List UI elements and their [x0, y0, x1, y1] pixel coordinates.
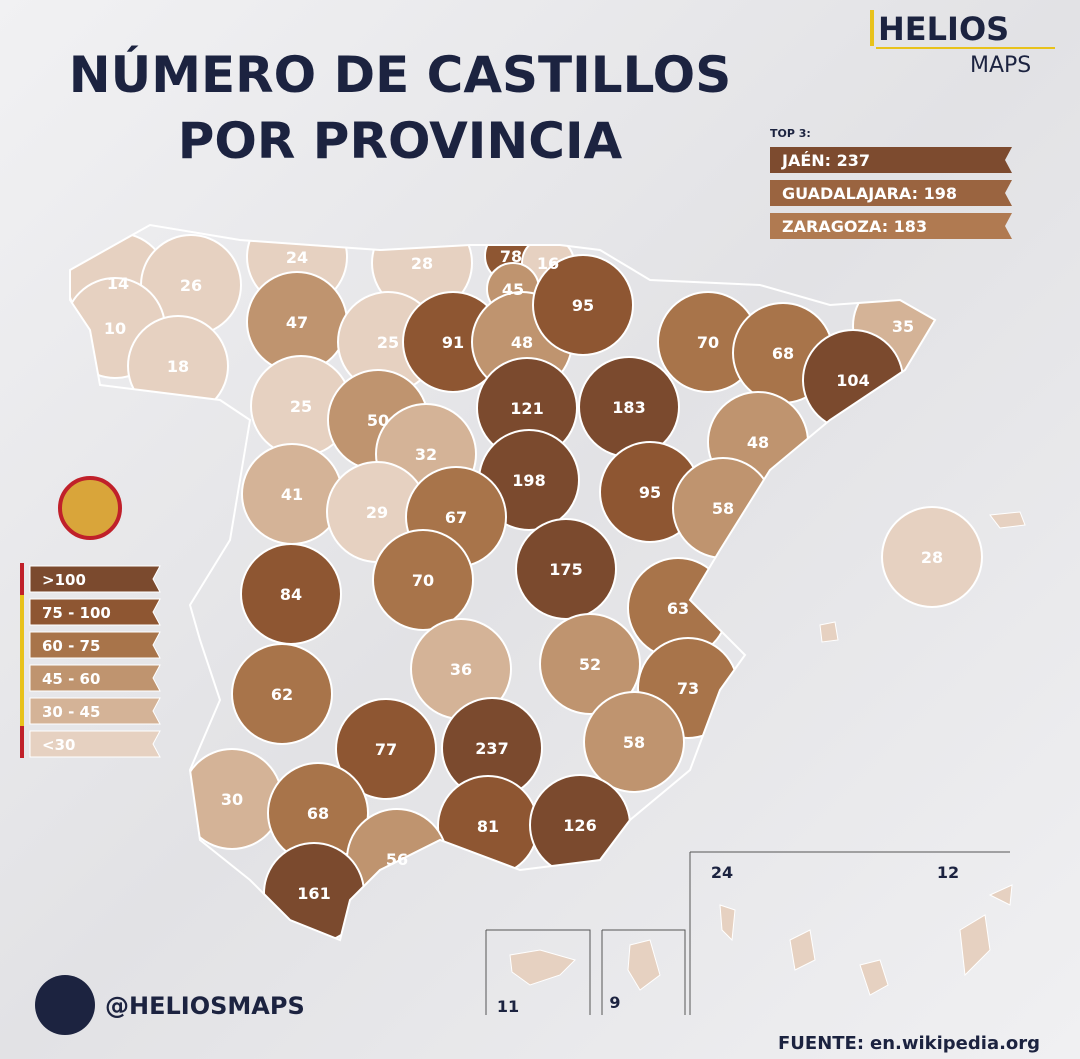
province-value: 14 [107, 274, 129, 293]
brand: HELIOS [878, 10, 1009, 48]
province-value: 68 [307, 804, 329, 823]
province-value: 121 [510, 399, 543, 418]
province-value: 30 [221, 790, 243, 809]
title: POR PROVINCIA [178, 112, 623, 170]
province-value: 45 [502, 280, 524, 299]
province [532, 254, 634, 356]
province-value: 77 [375, 740, 397, 759]
province [583, 691, 685, 793]
province-value: 95 [572, 296, 594, 315]
province-value: 78 [500, 247, 522, 266]
inset-value: 12 [937, 863, 959, 882]
province-value: 84 [280, 585, 302, 604]
province [539, 613, 641, 715]
province-value: 237 [475, 739, 508, 758]
legend-label: >100 [42, 571, 86, 589]
province-value: 28 [411, 254, 433, 273]
province-value: 175 [549, 560, 582, 579]
province-value: 95 [639, 483, 661, 502]
province-value: 63 [667, 599, 689, 618]
legend-label: 60 - 75 [42, 637, 100, 655]
legend-swatch [29, 730, 161, 758]
province-value: 52 [579, 655, 601, 674]
province-value: 48 [511, 333, 533, 352]
top3-item: ZARAGOZA: 183 [782, 217, 927, 236]
coat-of-arms [58, 476, 122, 540]
province-value: 16 [537, 254, 559, 273]
province-value: 47 [286, 313, 308, 332]
legend-label: <30 [42, 736, 75, 754]
province-value: 32 [415, 445, 437, 464]
province-value: 91 [442, 333, 464, 352]
province-value: 50 [367, 411, 389, 430]
inset-frames [485, 851, 1010, 1015]
legend-swatch [29, 697, 161, 725]
legend-swatch [29, 598, 161, 626]
province [881, 506, 983, 608]
top3-banner [770, 147, 1012, 173]
province-value: 29 [366, 503, 388, 522]
inset-value: 9 [609, 993, 620, 1012]
province [231, 643, 333, 745]
province-value: 126 [563, 816, 596, 835]
province-value: 198 [512, 471, 545, 490]
province-value: 18 [167, 357, 189, 376]
province-value: 24 [286, 248, 308, 267]
province-value: 104 [836, 371, 869, 390]
compass-logo [35, 975, 95, 1035]
province-value: 58 [623, 733, 645, 752]
flag-strip [20, 726, 24, 758]
brand-sub: MAPS [970, 53, 1031, 78]
source: en.wikipedia.org [870, 1033, 1040, 1054]
top3-item: GUADALAJARA: 198 [782, 184, 957, 203]
province-value: 35 [892, 317, 914, 336]
province-value: 70 [412, 571, 434, 590]
title: NÚMERO DE CASTILLOS [69, 45, 731, 104]
top3-banner [770, 180, 1012, 206]
province-value: 183 [612, 398, 645, 417]
legend-label: 30 - 45 [42, 703, 100, 721]
province-value: 28 [921, 548, 943, 567]
top3-banner [770, 213, 1012, 239]
legend-label: 75 - 100 [42, 604, 111, 622]
province [335, 698, 437, 800]
legend-label: 45 - 60 [42, 670, 100, 688]
province-value: 67 [445, 508, 467, 527]
flag-strip [20, 563, 24, 758]
province-value: 81 [477, 817, 499, 836]
province-value: 73 [677, 679, 699, 698]
handle: @HELIOSMAPS [105, 992, 305, 1020]
top3-item: JAÉN: 237 [781, 151, 870, 170]
logo-bar [870, 10, 874, 46]
province-value: 161 [297, 884, 330, 903]
province-value: 62 [271, 685, 293, 704]
province-value: 56 [386, 850, 408, 869]
province-value: 68 [772, 344, 794, 363]
province-value: 48 [747, 433, 769, 452]
source-label: FUENTE: [778, 1033, 864, 1054]
top3-title: TOP 3: [770, 127, 811, 140]
province-value: 25 [290, 397, 312, 416]
province [372, 529, 474, 631]
legend-swatch [29, 631, 161, 659]
province-value: 41 [281, 485, 303, 504]
inset-value: 11 [497, 997, 519, 1016]
province-value: 70 [697, 333, 719, 352]
province-value: 58 [712, 499, 734, 518]
province-value: 10 [104, 319, 126, 338]
province-value: 36 [450, 660, 472, 679]
island-shapes [509, 884, 1013, 996]
flag-strip [20, 563, 24, 595]
legend-swatch [29, 565, 161, 593]
inset-value: 24 [711, 863, 733, 882]
provinces [70, 225, 935, 940]
province-value: 26 [180, 276, 202, 295]
legend-swatch [29, 664, 161, 692]
province-value: 25 [377, 333, 399, 352]
